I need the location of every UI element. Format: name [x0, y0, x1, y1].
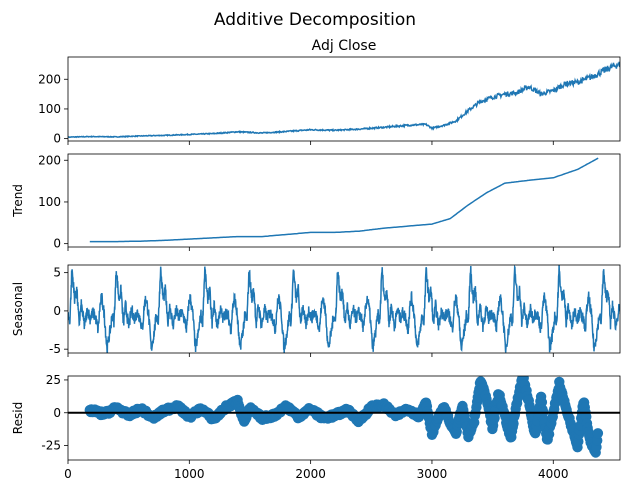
y-tick-label: 0: [53, 304, 61, 318]
axes-frame: [67, 153, 621, 248]
panels: Adj Close 0 100 200 Trend 0 100 200 Seasonal -5 0 5…: [11, 38, 621, 481]
y-tick-label: 5: [53, 266, 61, 280]
axes-frame: [67, 264, 621, 354]
plot-area: [89, 157, 599, 243]
resid-point: [592, 428, 604, 439]
y-tick-label: 100: [38, 195, 61, 209]
x-tick-label: 1000: [174, 467, 205, 481]
y-tick-label: 100: [38, 102, 61, 116]
plot-area: [68, 61, 620, 139]
y-tick-label: 0: [53, 406, 61, 420]
panel-2: Trend 0 100 200: [11, 153, 621, 251]
figure-title: Additive Decomposition: [214, 10, 416, 30]
plot-area: [68, 265, 620, 353]
x-tick-label: 3000: [417, 467, 448, 481]
y-tick-label: 25: [46, 373, 61, 387]
y-axis-label: Trend: [11, 184, 25, 218]
series-line-seasonal: [68, 265, 620, 353]
y-tick-label: 200: [38, 72, 61, 86]
axes-frame: [67, 56, 621, 142]
series-line-adj-close: [68, 61, 620, 139]
y-tick-label: 200: [38, 153, 61, 167]
x-tick-label: 0: [64, 467, 72, 481]
y-axis-label: Seasonal: [11, 282, 25, 336]
plot-area: [84, 376, 604, 458]
axes-frame: [67, 375, 621, 461]
series-line-trend: [89, 157, 599, 243]
y-axis-label: Resid: [11, 402, 25, 434]
subplot-title: Adj Close: [312, 38, 377, 54]
panel-1: Adj Close 0 100 200: [38, 38, 621, 146]
y-tick-label: -5: [49, 342, 61, 356]
y-tick-label: 0: [53, 132, 61, 146]
x-tick-label: 2000: [295, 467, 326, 481]
x-tick-label: 4000: [538, 467, 569, 481]
y-tick-label: -25: [41, 439, 61, 453]
panel-3: Seasonal -5 0 5: [11, 264, 621, 357]
y-tick-label: 0: [53, 237, 61, 251]
